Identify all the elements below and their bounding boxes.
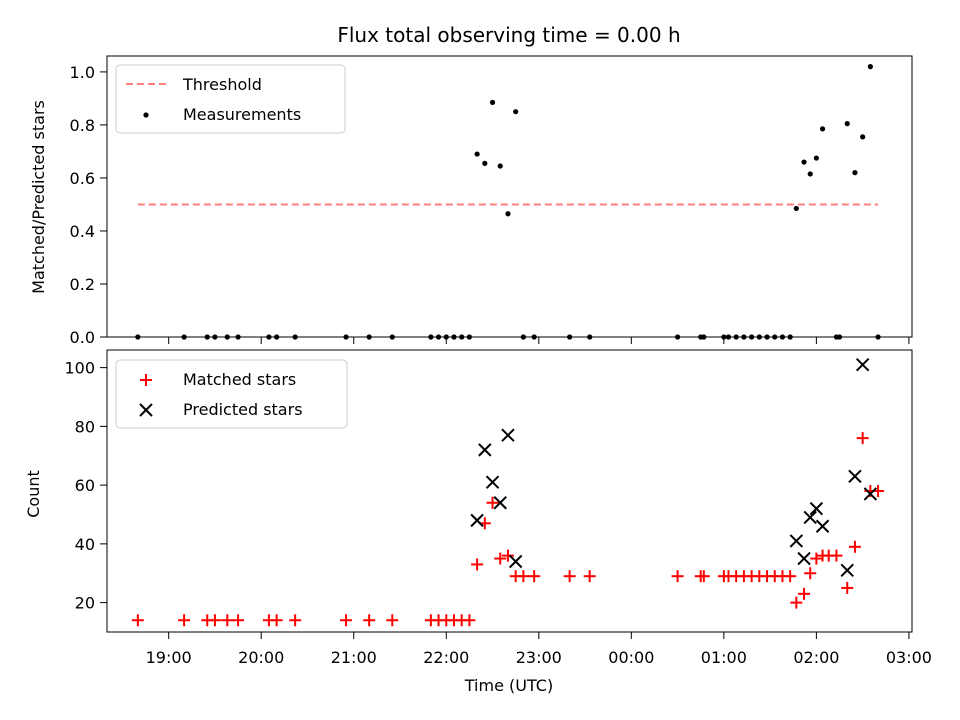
legend-predicted-swatch	[139, 403, 153, 417]
top-y-tick-label: 0.2	[70, 275, 95, 294]
measurement-point	[793, 205, 799, 212]
measurement-point	[497, 163, 503, 169]
matched-star-marker	[517, 570, 530, 583]
bottom-y-tick-label: 20	[75, 594, 95, 613]
measurement-point	[819, 126, 826, 132]
top-y-tick-label: 1.0	[70, 63, 95, 82]
x-tick-label: 22:00	[423, 648, 469, 667]
x-tick-label: 01:00	[701, 648, 747, 667]
matched-star-marker	[471, 558, 484, 571]
x-tick-label: 03:00	[886, 648, 932, 667]
matched-star-marker	[810, 552, 823, 565]
predicted-star-marker	[485, 475, 500, 489]
matched-star-marker	[790, 596, 803, 609]
measurement-point	[852, 170, 858, 176]
measurement-point	[482, 160, 488, 166]
predicted-star-marker	[478, 443, 492, 457]
matched-star-marker	[363, 614, 376, 627]
matched-star-marker	[563, 570, 576, 583]
measurement-point	[860, 134, 866, 140]
matched-star-marker	[798, 587, 811, 600]
x-tick-label: 02:00	[793, 648, 839, 667]
x-tick-label: 23:00	[516, 648, 562, 667]
top-axes-frame	[106, 55, 913, 338]
matched-star-marker	[208, 614, 221, 627]
x-axis-label: Time (UTC)	[464, 676, 553, 695]
measurement-point	[807, 171, 813, 177]
matched-star-marker	[486, 496, 499, 509]
predicted-star-marker	[840, 563, 854, 578]
measurement-point	[474, 151, 480, 157]
predicted-star-marker	[789, 534, 804, 548]
matched-star-marker	[671, 570, 684, 583]
matched-star-marker	[784, 570, 797, 583]
bottom-panel: 20 40 60 80 100 19:00 20:00 21:00 22:00 23:00 00:…	[24, 349, 932, 695]
x-tick-label: 00:00	[608, 648, 654, 667]
predicted-star-marker	[848, 469, 862, 484]
predicted-star-marker	[470, 513, 484, 528]
matched-star-marker	[583, 570, 596, 583]
measurement-point	[505, 211, 511, 217]
measurement-point	[867, 64, 873, 70]
bottom-y-axis-label: Count	[24, 470, 43, 518]
predicted-star-marker	[797, 551, 811, 566]
matched-star-marker	[830, 549, 843, 562]
legend-measurements-label: Measurements	[183, 105, 301, 124]
matched-star-marker	[494, 552, 507, 565]
legend-matched-swatch	[140, 374, 152, 386]
top-y-tick-label: 0.6	[70, 169, 95, 188]
legend-matched-label: Matched stars	[183, 370, 296, 389]
predicted-star-marker	[863, 487, 878, 501]
matched-star-marker	[697, 570, 710, 583]
predicted-star-marker	[855, 357, 870, 372]
matched-star-marker	[386, 614, 399, 627]
legend-measurements-swatch	[143, 112, 149, 118]
predicted-star-marker	[815, 519, 830, 533]
matched-star-marker	[463, 614, 476, 627]
bottom-legend: Matched stars Predicted stars	[115, 359, 348, 429]
measurement-point	[489, 99, 496, 105]
matched-star-marker	[841, 581, 854, 594]
matched-star-marker	[856, 432, 869, 445]
matched-star-marker	[289, 614, 302, 627]
legend-predicted-label: Predicted stars	[183, 400, 303, 419]
predicted-star-marker	[493, 496, 507, 510]
matched-star-marker	[178, 614, 191, 627]
top-y-axis-label: Matched/Predicted stars	[29, 100, 48, 294]
matched-star-marker	[340, 614, 353, 627]
legend-threshold-label: Threshold	[182, 75, 262, 94]
measurement-point	[513, 109, 519, 115]
measurement-point	[813, 155, 819, 161]
x-tick-label: 21:00	[331, 648, 377, 667]
top-y-tick-label: 0.4	[70, 222, 95, 241]
bottom-y-tick-label: 40	[75, 535, 95, 554]
matched-star-marker	[848, 540, 861, 553]
matched-star-marker	[501, 549, 514, 562]
predicted-star-marker	[508, 554, 523, 569]
chart-title: Flux total observing time = 0.00 h	[337, 23, 680, 47]
bottom-y-tick-label: 60	[75, 476, 95, 495]
matched-star-marker	[232, 614, 245, 627]
matched-star-marker	[131, 614, 144, 627]
x-tick-label: 20:00	[238, 648, 284, 667]
measurement-point	[801, 159, 807, 165]
bottom-axes-frame	[106, 349, 913, 633]
top-panel: 0.0 0.2 0.4 0.6 0.8 1.0 Matched/Predicted sta…	[29, 55, 913, 347]
top-y-tick-label: 0.0	[70, 328, 95, 347]
measurement-point	[844, 120, 850, 127]
top-legend: Threshold Measurements	[115, 64, 346, 134]
predicted-star-marker	[501, 428, 515, 442]
bottom-y-tick-label: 80	[75, 417, 95, 436]
matched-star-marker	[804, 567, 817, 580]
matched-star-marker	[221, 614, 234, 627]
predicted-star-marker	[809, 501, 824, 516]
matched-star-marker	[528, 570, 541, 583]
x-tick-label: 19:00	[146, 648, 192, 667]
top-y-tick-label: 0.8	[70, 116, 95, 135]
predicted-star-marker	[803, 510, 817, 525]
matched-star-marker	[270, 614, 283, 627]
bottom-y-tick-label: 100	[64, 359, 95, 378]
